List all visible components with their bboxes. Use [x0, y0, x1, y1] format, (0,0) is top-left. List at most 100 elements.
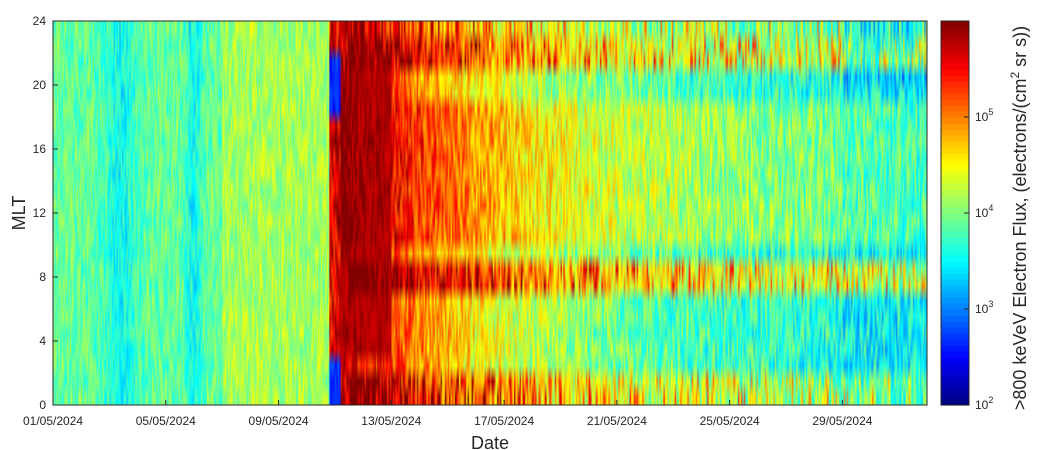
colorbar-swatch [941, 141, 969, 148]
y-axis-title: MLT [9, 196, 29, 231]
x-axis-title: Date [471, 433, 509, 450]
colorbar-swatch [941, 159, 969, 166]
colorbar-swatch [941, 45, 969, 52]
colorbar-swatch [941, 333, 969, 340]
colorbar-swatch [941, 279, 969, 286]
plot-frame [52, 20, 928, 406]
colorbar-swatch [941, 63, 969, 70]
y-tick-label: 8 [39, 270, 46, 284]
colorbar-swatch [941, 285, 969, 292]
colorbar-swatch [941, 129, 969, 136]
colorbar-swatch [941, 21, 969, 28]
colorbar-swatch [941, 237, 969, 244]
colorbar-swatch [941, 27, 969, 34]
colorbar-swatch [941, 339, 969, 346]
colorbar-swatch [941, 297, 969, 304]
colorbar-swatch [941, 165, 969, 172]
colorbar-swatch [941, 399, 969, 406]
colorbar-swatch [941, 273, 969, 280]
colorbar-tick-base: 10 [975, 206, 989, 220]
colorbar-swatch [941, 111, 969, 118]
colorbar-swatch [941, 81, 969, 88]
colorbar-swatch [941, 117, 969, 124]
y-axis: 0 4 8 12 16 20 24 [33, 14, 928, 412]
x-tick-label: 13/05/2024 [361, 414, 421, 428]
colorbar-tick-exp: 5 [988, 107, 993, 117]
colorbar-swatch [941, 171, 969, 178]
colorbar-swatch [941, 225, 969, 232]
colorbar-swatch [941, 153, 969, 160]
colorbar-swatch [941, 105, 969, 112]
y-tick-label: 0 [39, 398, 46, 412]
y-tick-label: 16 [33, 142, 47, 156]
colorbar-swatch [941, 177, 969, 184]
colorbar-swatch [941, 255, 969, 262]
heatmap-cells [53, 21, 927, 405]
colorbar-swatch [941, 69, 969, 76]
colorbar-tick-label: 104 [975, 203, 993, 220]
y-tick-label: 12 [33, 206, 47, 220]
colorbar-swatch [941, 291, 969, 298]
colorbar-swatch [941, 135, 969, 142]
colorbar-swatch [941, 261, 969, 268]
colorbar-swatch [941, 249, 969, 256]
colorbar-title: >800 keVeV Electron Flux, (electrons/(cm… [1008, 26, 1030, 410]
heatmap-plot-area [53, 21, 927, 405]
x-tick-label: 09/05/2024 [249, 414, 309, 428]
colorbar-swatch [941, 309, 969, 316]
y-tick-label: 4 [39, 334, 46, 348]
colorbar-swatch [941, 351, 969, 358]
colorbar-tick-exp: 4 [988, 203, 993, 213]
y-tick-label: 20 [33, 78, 47, 92]
colorbar-swatch [941, 369, 969, 376]
colorbar-swatch [941, 123, 969, 130]
colorbar-swatch [941, 99, 969, 106]
colorbar-tick-label: 103 [975, 299, 993, 316]
colorbar-swatch [941, 195, 969, 202]
colorbar-tick-exp: 3 [988, 299, 993, 309]
colorbar-tick-exp: 2 [988, 395, 993, 405]
colorbar-swatch [941, 267, 969, 274]
colorbar-swatch [941, 189, 969, 196]
colorbar-swatch [941, 387, 969, 394]
colorbar-title-prefix: >800 keVeV Electron Flux, (electrons/(cm [1010, 79, 1030, 411]
colorbar-swatch [941, 231, 969, 238]
y-tick-label: 24 [33, 14, 47, 28]
colorbar-tick-base: 10 [975, 110, 989, 124]
colorbar-tick-base: 10 [975, 302, 989, 316]
colorbar-swatch [941, 219, 969, 226]
x-tick-label: 25/05/2024 [700, 414, 760, 428]
colorbar-swatch [941, 33, 969, 40]
colorbar-swatch [941, 201, 969, 208]
colorbar-swatch [941, 381, 969, 388]
colorbar-swatch [941, 375, 969, 382]
colorbar-swatch [941, 93, 969, 100]
colorbar-swatch [941, 357, 969, 364]
x-tick-label: 29/05/2024 [812, 414, 872, 428]
colorbar-title-superscript: 2 [1008, 72, 1022, 79]
colorbar-tick-label: 102 [975, 395, 993, 412]
colorbar-swatch [941, 75, 969, 82]
colorbar-swatch [941, 243, 969, 250]
x-tick-label: 05/05/2024 [136, 414, 196, 428]
colorbar-swatch [941, 345, 969, 352]
colorbar-swatch [941, 393, 969, 400]
x-tick-label: 21/05/2024 [587, 414, 647, 428]
colorbar-swatch [941, 51, 969, 58]
colorbar-tick-base: 10 [975, 398, 989, 412]
x-axis: 01/05/2024 05/05/2024 09/05/2024 13/05/2024… [23, 400, 873, 428]
colorbar-swatch [941, 327, 969, 334]
colorbar-swatch [941, 321, 969, 328]
colorbar-swatch [941, 303, 969, 310]
x-tick-label: 17/05/2024 [474, 414, 534, 428]
colorbar-swatch [941, 207, 969, 214]
colorbar-swatch [941, 147, 969, 154]
colorbar-swatch [941, 213, 969, 220]
colorbar-swatch [941, 87, 969, 94]
x-tick-label: 01/05/2024 [23, 414, 83, 428]
colorbar-swatch [941, 57, 969, 64]
colorbar-swatch [941, 315, 969, 322]
colorbar-swatch [941, 363, 969, 370]
